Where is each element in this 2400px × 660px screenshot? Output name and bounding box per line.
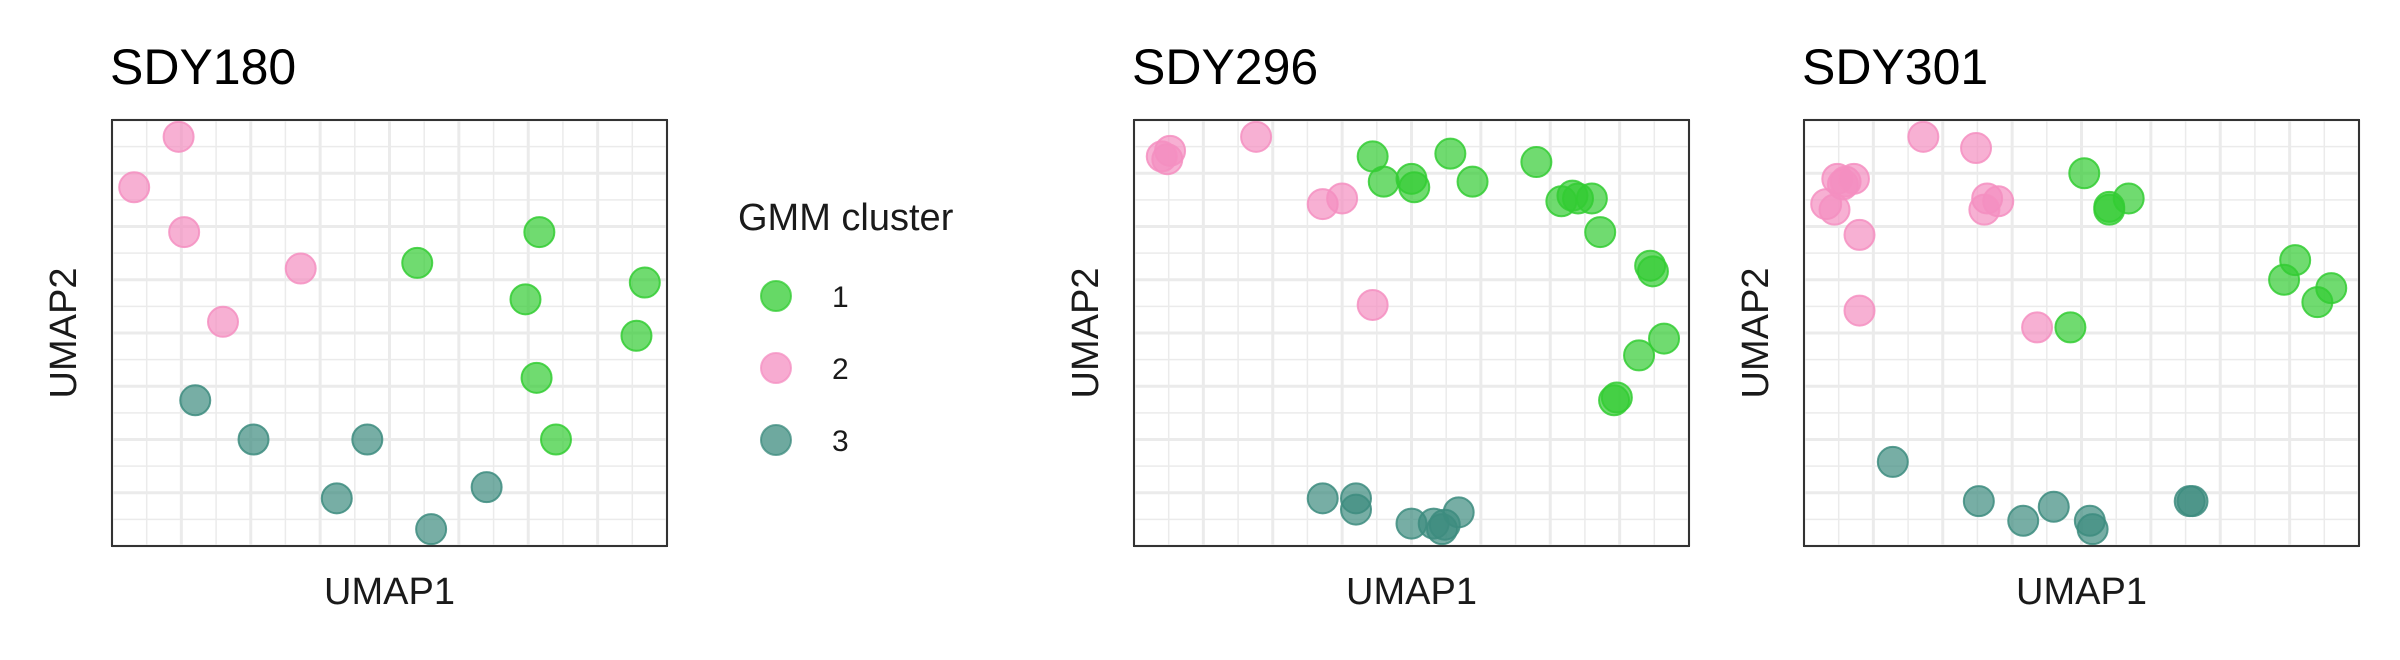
scatter-point-cluster-3 — [320, 482, 353, 515]
scatter-point-cluster-2 — [2021, 311, 2054, 344]
scatter-point-cluster-2 — [1326, 182, 1359, 215]
scatter-point-cluster-3 — [2037, 490, 2070, 523]
scatter-point-cluster-1 — [1575, 182, 1608, 215]
scatter-point-cluster-3 — [2076, 513, 2109, 546]
y-axis-label: UMAP2 — [1065, 268, 1107, 399]
scatter-point-cluster-1 — [628, 266, 661, 299]
scatter-point-cluster-1 — [1520, 146, 1553, 179]
panel-sdy180: SDY180 UMAP1 UMAP2 — [43, 39, 669, 613]
scatter-point-cluster-1 — [523, 216, 556, 249]
legend-label: 3 — [832, 425, 849, 458]
y-axis-label: UMAP2 — [1735, 268, 1777, 399]
scatter-point-cluster-2 — [284, 252, 317, 285]
x-axis-label: UMAP1 — [324, 571, 455, 613]
scatter-point-cluster-2 — [1240, 120, 1273, 153]
scatter-point-cluster-1 — [1648, 322, 1681, 355]
scatter-point-cluster-2 — [1818, 193, 1851, 226]
scatter-point-cluster-1 — [509, 283, 542, 316]
legend-item: 2 — [760, 352, 849, 386]
x-axis-label: UMAP1 — [2016, 571, 2147, 613]
scatter-point-cluster-1 — [1584, 216, 1617, 249]
legend-item: 3 — [760, 424, 849, 458]
scatter-point-cluster-3 — [1876, 445, 1909, 478]
scatter-point-cluster-1 — [2054, 311, 2087, 344]
scatter-point-cluster-3 — [1442, 496, 1475, 529]
scatter-point-cluster-3 — [237, 423, 270, 456]
scatter-point-cluster-3 — [1962, 485, 1995, 518]
scatter-point-cluster-3 — [2007, 504, 2040, 537]
scatter-point-cluster-1 — [1434, 137, 1467, 170]
scatter-point-cluster-2 — [1907, 120, 1940, 153]
scatter-point-cluster-2 — [1356, 288, 1389, 321]
scatter-point-cluster-3 — [470, 471, 503, 504]
scatter-point-cluster-2 — [162, 120, 195, 153]
scatter-point-cluster-1 — [2068, 157, 2101, 190]
scatter-point-cluster-1 — [540, 423, 572, 456]
scatter-point-cluster-3 — [351, 423, 384, 456]
plot-border — [111, 119, 668, 547]
panel-title: SDY180 — [110, 39, 296, 95]
scatter-point-cluster-3 — [415, 513, 448, 546]
scatter-point-cluster-1 — [1456, 165, 1489, 198]
panel-sdy296: SDY296 UMAP1 UMAP2 — [1065, 39, 1691, 613]
scatter-point-cluster-2 — [1837, 162, 1870, 195]
scatter-point-cluster-1 — [1367, 165, 1400, 198]
plot-border — [1133, 119, 1690, 547]
scatter-point-cluster-1 — [1395, 162, 1428, 195]
scatter-point-cluster-1 — [2112, 182, 2145, 215]
scatter-point-cluster-3 — [2176, 485, 2209, 518]
legend-label: 2 — [832, 353, 849, 386]
legend-title: GMM cluster — [738, 197, 954, 239]
scatter-point-cluster-1 — [620, 319, 653, 352]
x-axis-label: UMAP1 — [1346, 571, 1477, 613]
scatter-point-cluster-1 — [1636, 255, 1669, 288]
scatter-point-cluster-2 — [1843, 218, 1876, 251]
legend: GMM cluster 1 2 3 — [738, 197, 954, 458]
legend-label: 1 — [832, 281, 849, 314]
scatter-point-cluster-1 — [2268, 263, 2301, 296]
legend-key — [760, 280, 792, 312]
scatter-point-cluster-2 — [168, 216, 201, 249]
scatter-point-cluster-1 — [401, 246, 434, 279]
grid — [110, 118, 669, 548]
legend-item: 1 — [760, 280, 849, 314]
scatter-point-cluster-1 — [1623, 339, 1656, 372]
scatter-point-cluster-2 — [1960, 132, 1993, 165]
scatter-point-cluster-3 — [1340, 493, 1372, 526]
scatter-point-cluster-1 — [520, 361, 553, 394]
scatter-point-cluster-2 — [118, 171, 151, 204]
panel-title: SDY296 — [1132, 39, 1318, 95]
scatter-point-cluster-3 — [1306, 482, 1339, 515]
panel-sdy301: SDY301 UMAP1 UMAP2 — [1735, 39, 2361, 613]
scatter-point-cluster-2 — [1843, 294, 1876, 327]
y-axis-label: UMAP2 — [43, 268, 85, 399]
scatter-point-cluster-1 — [2301, 286, 2334, 319]
grid — [1802, 118, 2361, 548]
panel-title: SDY301 — [1802, 39, 1988, 95]
legend-key — [760, 424, 792, 456]
scatter-point-cluster-2 — [207, 305, 239, 338]
points — [118, 120, 661, 546]
legend-key — [760, 352, 792, 384]
points — [1810, 120, 2348, 546]
scatter-point-cluster-1 — [1598, 384, 1631, 417]
plot-border — [1803, 119, 2360, 547]
scatter-point-cluster-3 — [179, 384, 212, 417]
scatter-point-cluster-2 — [1145, 140, 1178, 173]
points — [1145, 120, 1681, 546]
scatter-point-cluster-2 — [1968, 193, 2001, 226]
